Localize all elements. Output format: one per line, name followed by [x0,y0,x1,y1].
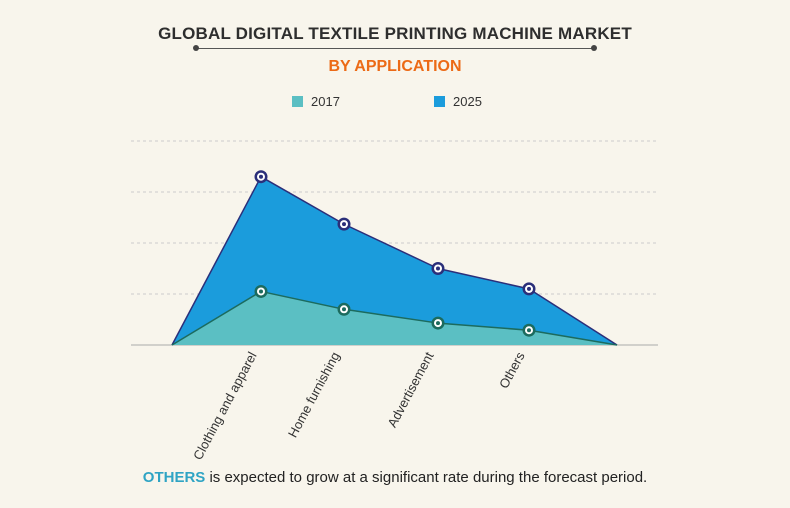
point-center [436,266,440,271]
area-2017 [172,291,617,345]
point-2025-3 [522,282,536,296]
x-axis-labels: Clothing and apparel Home furnishing Adver… [190,349,528,462]
point-2017-2 [431,316,445,330]
point-2025-1 [337,217,351,231]
chart-title: GLOBAL DIGITAL TEXTILE PRINTING MACHINE … [158,24,632,43]
legend-item-2017: 2017 [292,94,340,109]
point-center [527,286,531,291]
legend-swatch-2025 [434,96,445,107]
divider-right-dot [591,45,597,51]
point-center [342,307,346,312]
point-center [436,321,440,326]
point-2025-2 [431,262,445,275]
title-divider [193,45,597,51]
point-2017-1 [337,302,351,316]
point-center [342,222,346,227]
line-2025 [171,175,618,346]
divider-left-dot [193,45,199,51]
caption-text: OTHERS is expected to grow at a signific… [0,469,790,486]
point-center [259,289,263,294]
x-tick-label: Others [496,349,528,391]
legend-swatch-2017 [292,96,303,107]
point-2025-0 [254,170,268,184]
point-center [527,328,531,333]
point-center [259,174,263,179]
caption-highlight: OTHERS [142,469,206,486]
legend-label-2017: 2017 [311,94,340,109]
line-2017 [171,290,618,346]
legend-item-2025: 2025 [434,94,482,109]
chart-subtitle: BY APPLICATION [328,58,462,75]
x-tick-label: Clothing and apparel [190,349,260,462]
x-tick-label: Home furnishing [285,349,343,440]
marker-layer [254,170,536,337]
area-layer [171,175,618,346]
x-tick-label: Advertisement [384,349,436,430]
point-2017-0 [254,284,268,298]
caption-body: is expected to grow at a significant rat… [205,469,648,486]
legend-label-2025: 2025 [453,94,482,109]
point-2017-3 [522,323,536,337]
